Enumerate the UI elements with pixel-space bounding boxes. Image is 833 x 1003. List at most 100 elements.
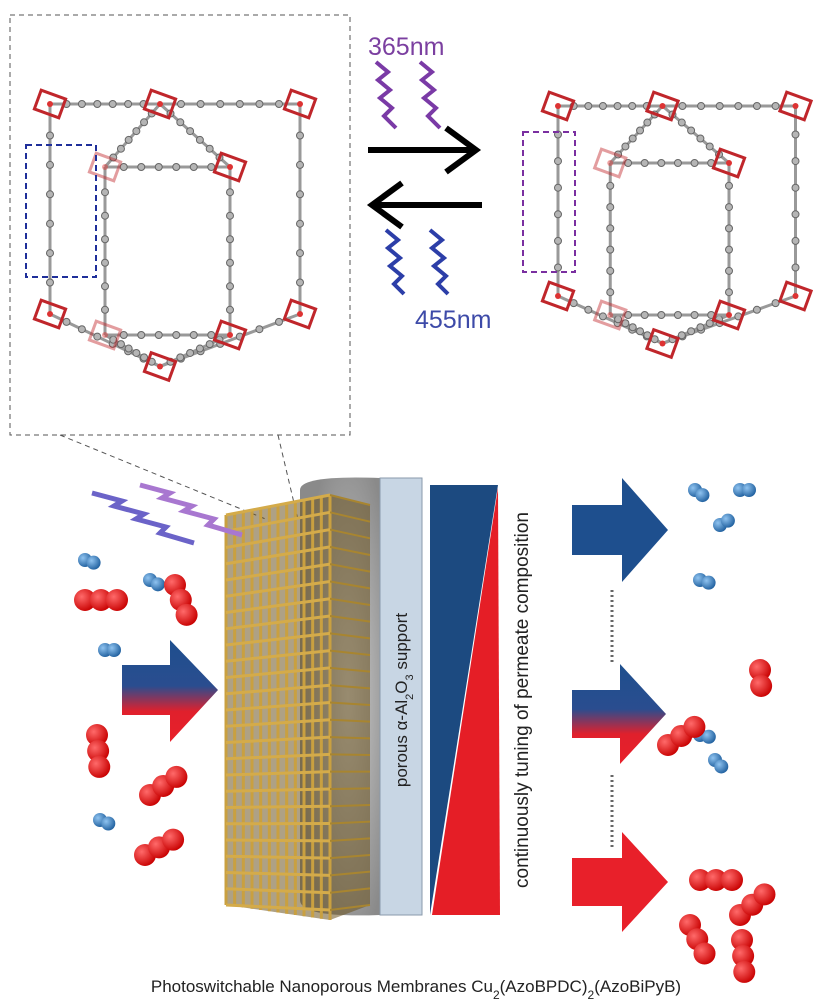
atom (297, 311, 303, 317)
atom (753, 103, 760, 110)
atom (102, 164, 108, 170)
switch-arrows (368, 128, 482, 227)
atom (102, 332, 108, 338)
atom (674, 312, 681, 319)
grid-bar (330, 737, 370, 738)
atom (614, 103, 621, 110)
atom (102, 259, 109, 266)
gas-atom (694, 943, 716, 965)
light-waves (92, 485, 242, 543)
gas-atom (721, 514, 735, 528)
atom (660, 103, 666, 109)
membrane-grid (226, 495, 370, 920)
grid-bar (226, 840, 330, 841)
gas-atom (721, 869, 743, 891)
atom (658, 160, 665, 167)
atom (227, 236, 234, 243)
atom (117, 145, 124, 152)
atom (125, 345, 132, 352)
atom (256, 101, 263, 108)
atom (236, 101, 243, 108)
atom (47, 220, 54, 227)
feed-arrow (122, 640, 218, 742)
atom (792, 237, 799, 244)
framework-right (542, 92, 811, 357)
atom (102, 212, 109, 219)
gas-atom (87, 556, 101, 570)
atom (256, 326, 263, 333)
atom (688, 127, 695, 134)
atom (173, 332, 180, 339)
caption-part: (AzoBPDC) (500, 977, 588, 996)
atom (753, 306, 760, 313)
connector (60, 435, 268, 520)
atom (792, 211, 799, 218)
atom (63, 318, 70, 325)
atom (555, 184, 562, 191)
label-part: support (392, 613, 411, 675)
atom (637, 127, 644, 134)
atom (157, 101, 163, 107)
grid-bar (330, 788, 370, 789)
permeate-arrow (572, 664, 666, 764)
atom (555, 158, 562, 165)
atom (792, 184, 799, 191)
atom (102, 283, 109, 290)
permeate-arrow (572, 832, 668, 932)
wavelength-label: 365nm (368, 33, 444, 61)
atom (555, 103, 561, 109)
atom (637, 328, 644, 335)
atom (177, 354, 184, 361)
atom (178, 101, 185, 108)
atom (607, 182, 614, 189)
atom (276, 318, 283, 325)
atom (629, 135, 636, 142)
gas-atom (753, 883, 775, 905)
gas-atom (683, 716, 705, 738)
atom (726, 289, 733, 296)
atom (78, 326, 85, 333)
atom (629, 103, 636, 110)
atom (698, 103, 705, 110)
atom (196, 136, 203, 143)
atom (190, 332, 197, 339)
atom (607, 160, 613, 166)
atom (227, 164, 233, 170)
atom (187, 349, 194, 356)
atom (585, 103, 592, 110)
atom (726, 267, 733, 274)
atom (227, 306, 234, 313)
atom (227, 189, 234, 196)
atom (297, 279, 304, 286)
atom (133, 349, 140, 356)
atom (607, 204, 614, 211)
atom (555, 211, 562, 218)
atom (607, 267, 614, 274)
atom (117, 341, 124, 348)
atom (227, 283, 234, 290)
atom (109, 101, 116, 108)
atom (227, 259, 234, 266)
atom (706, 143, 713, 150)
atom (125, 101, 132, 108)
atom (772, 103, 779, 110)
molecules (74, 483, 775, 983)
caption-part: Photoswitchable Nanoporous Membranes Cu (151, 977, 493, 996)
grid-bar (226, 856, 330, 858)
atom (102, 306, 109, 313)
atom (678, 119, 685, 126)
atom (555, 293, 561, 299)
highlight-box (523, 132, 575, 272)
atom (660, 341, 666, 347)
atom (644, 119, 651, 126)
atom (716, 103, 723, 110)
atom (726, 225, 733, 232)
gas-atom (733, 961, 755, 983)
atom (607, 289, 614, 296)
atom (125, 136, 132, 143)
atom (47, 311, 53, 317)
atom (726, 182, 733, 189)
atom (206, 341, 213, 348)
atom (585, 306, 592, 313)
atom (641, 160, 648, 167)
